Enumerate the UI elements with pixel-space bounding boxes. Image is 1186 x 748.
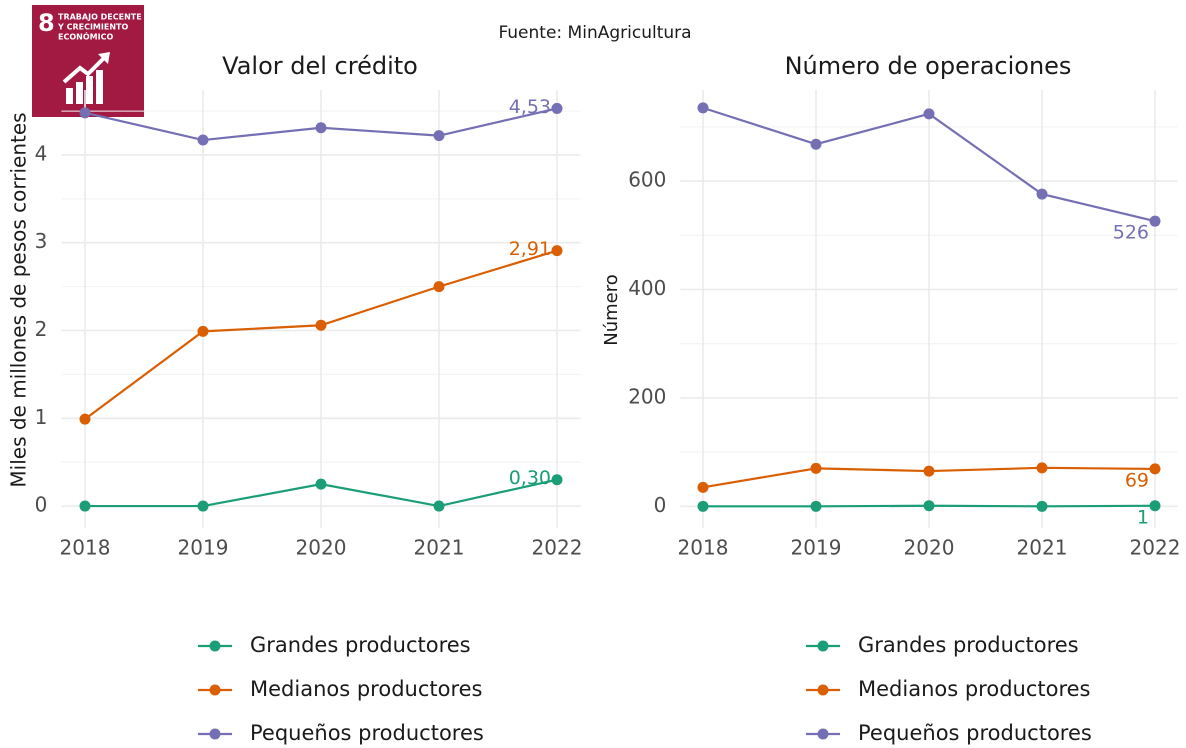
legend-marker — [209, 728, 221, 740]
data-point — [79, 500, 91, 512]
data-point — [197, 325, 209, 337]
data-point — [1149, 463, 1161, 475]
data-point — [1036, 462, 1048, 474]
data-point — [923, 500, 935, 512]
sdg-logo: 8 TRABAJO DECENTE Y CRECIMIENTO ECONÓMIC… — [32, 5, 144, 117]
y-axis-label: Miles de millones de pesos corrientes — [7, 112, 31, 487]
data-point — [810, 500, 822, 512]
legend-label: Grandes productores — [858, 633, 1079, 657]
y-tick-label: 4 — [35, 141, 48, 165]
x-tick-label: 2020 — [904, 536, 955, 560]
legend-label: Medianos productores — [250, 677, 483, 701]
data-point — [433, 281, 445, 293]
x-tick-label: 2022 — [1130, 536, 1181, 560]
data-point — [810, 462, 822, 474]
x-tick-label: 2022 — [532, 536, 583, 560]
data-point — [551, 102, 563, 114]
data-point — [697, 481, 709, 493]
data-point — [1149, 500, 1161, 512]
data-point — [697, 102, 709, 114]
data-point — [923, 465, 935, 477]
caption: Fuente: MinAgricultura — [498, 23, 691, 43]
data-point — [810, 138, 822, 150]
legend-marker — [817, 640, 829, 652]
x-tick-label: 2019 — [178, 536, 229, 560]
data-point — [197, 134, 209, 146]
logo-text: TRABAJO DECENTE — [58, 13, 142, 22]
x-tick-label: 2021 — [414, 536, 465, 560]
legend-marker — [209, 684, 221, 696]
legend-label: Pequeños productores — [250, 721, 484, 745]
panel-title: Valor del crédito — [222, 52, 418, 80]
data-point — [1036, 188, 1048, 200]
x-tick-label: 2018 — [678, 536, 729, 560]
data-point — [197, 500, 209, 512]
legend-marker — [209, 640, 221, 652]
y-axis-label: Número — [601, 274, 622, 346]
data-point — [315, 319, 327, 331]
legend-label: Medianos productores — [858, 677, 1091, 701]
legend-label: Grandes productores — [250, 633, 471, 657]
x-tick-label: 2021 — [1017, 536, 1068, 560]
data-label: 69 — [1125, 469, 1149, 491]
y-tick-label: 400 — [628, 276, 666, 300]
data-point — [1149, 215, 1161, 227]
data-point — [79, 413, 91, 425]
logo-number: 8 — [38, 9, 55, 37]
data-point — [433, 500, 445, 512]
y-tick-label: 0 — [35, 493, 48, 517]
data-label: 1 — [1137, 506, 1149, 528]
data-point — [923, 108, 935, 120]
data-point — [697, 500, 709, 512]
data-label: 0,30 — [509, 467, 551, 489]
legend-marker — [817, 684, 829, 696]
logo-text: Y CRECIMIENTO — [57, 23, 128, 32]
y-tick-label: 0 — [654, 493, 667, 517]
x-tick-label: 2018 — [60, 536, 111, 560]
data-point — [433, 130, 445, 142]
y-tick-label: 600 — [628, 168, 666, 192]
data-point — [315, 122, 327, 134]
data-point — [1036, 500, 1048, 512]
x-tick-label: 2019 — [791, 536, 842, 560]
panel-title: Número de operaciones — [785, 52, 1072, 80]
y-tick-label: 3 — [35, 229, 48, 253]
data-label: 526 — [1113, 222, 1149, 244]
legend-marker — [817, 728, 829, 740]
legend-label: Pequeños productores — [858, 721, 1092, 745]
data-point — [551, 245, 563, 257]
logo-text: ECONÓMICO — [58, 31, 113, 42]
data-point — [551, 474, 563, 486]
data-label: 4,53 — [509, 96, 551, 118]
y-tick-label: 2 — [35, 317, 48, 341]
logo-icon — [62, 52, 110, 104]
y-tick-label: 200 — [628, 384, 666, 408]
y-tick-label: 1 — [35, 405, 48, 429]
x-tick-label: 2020 — [296, 536, 347, 560]
data-point — [79, 107, 91, 119]
data-label: 2,91 — [509, 238, 551, 260]
data-point — [315, 478, 327, 490]
